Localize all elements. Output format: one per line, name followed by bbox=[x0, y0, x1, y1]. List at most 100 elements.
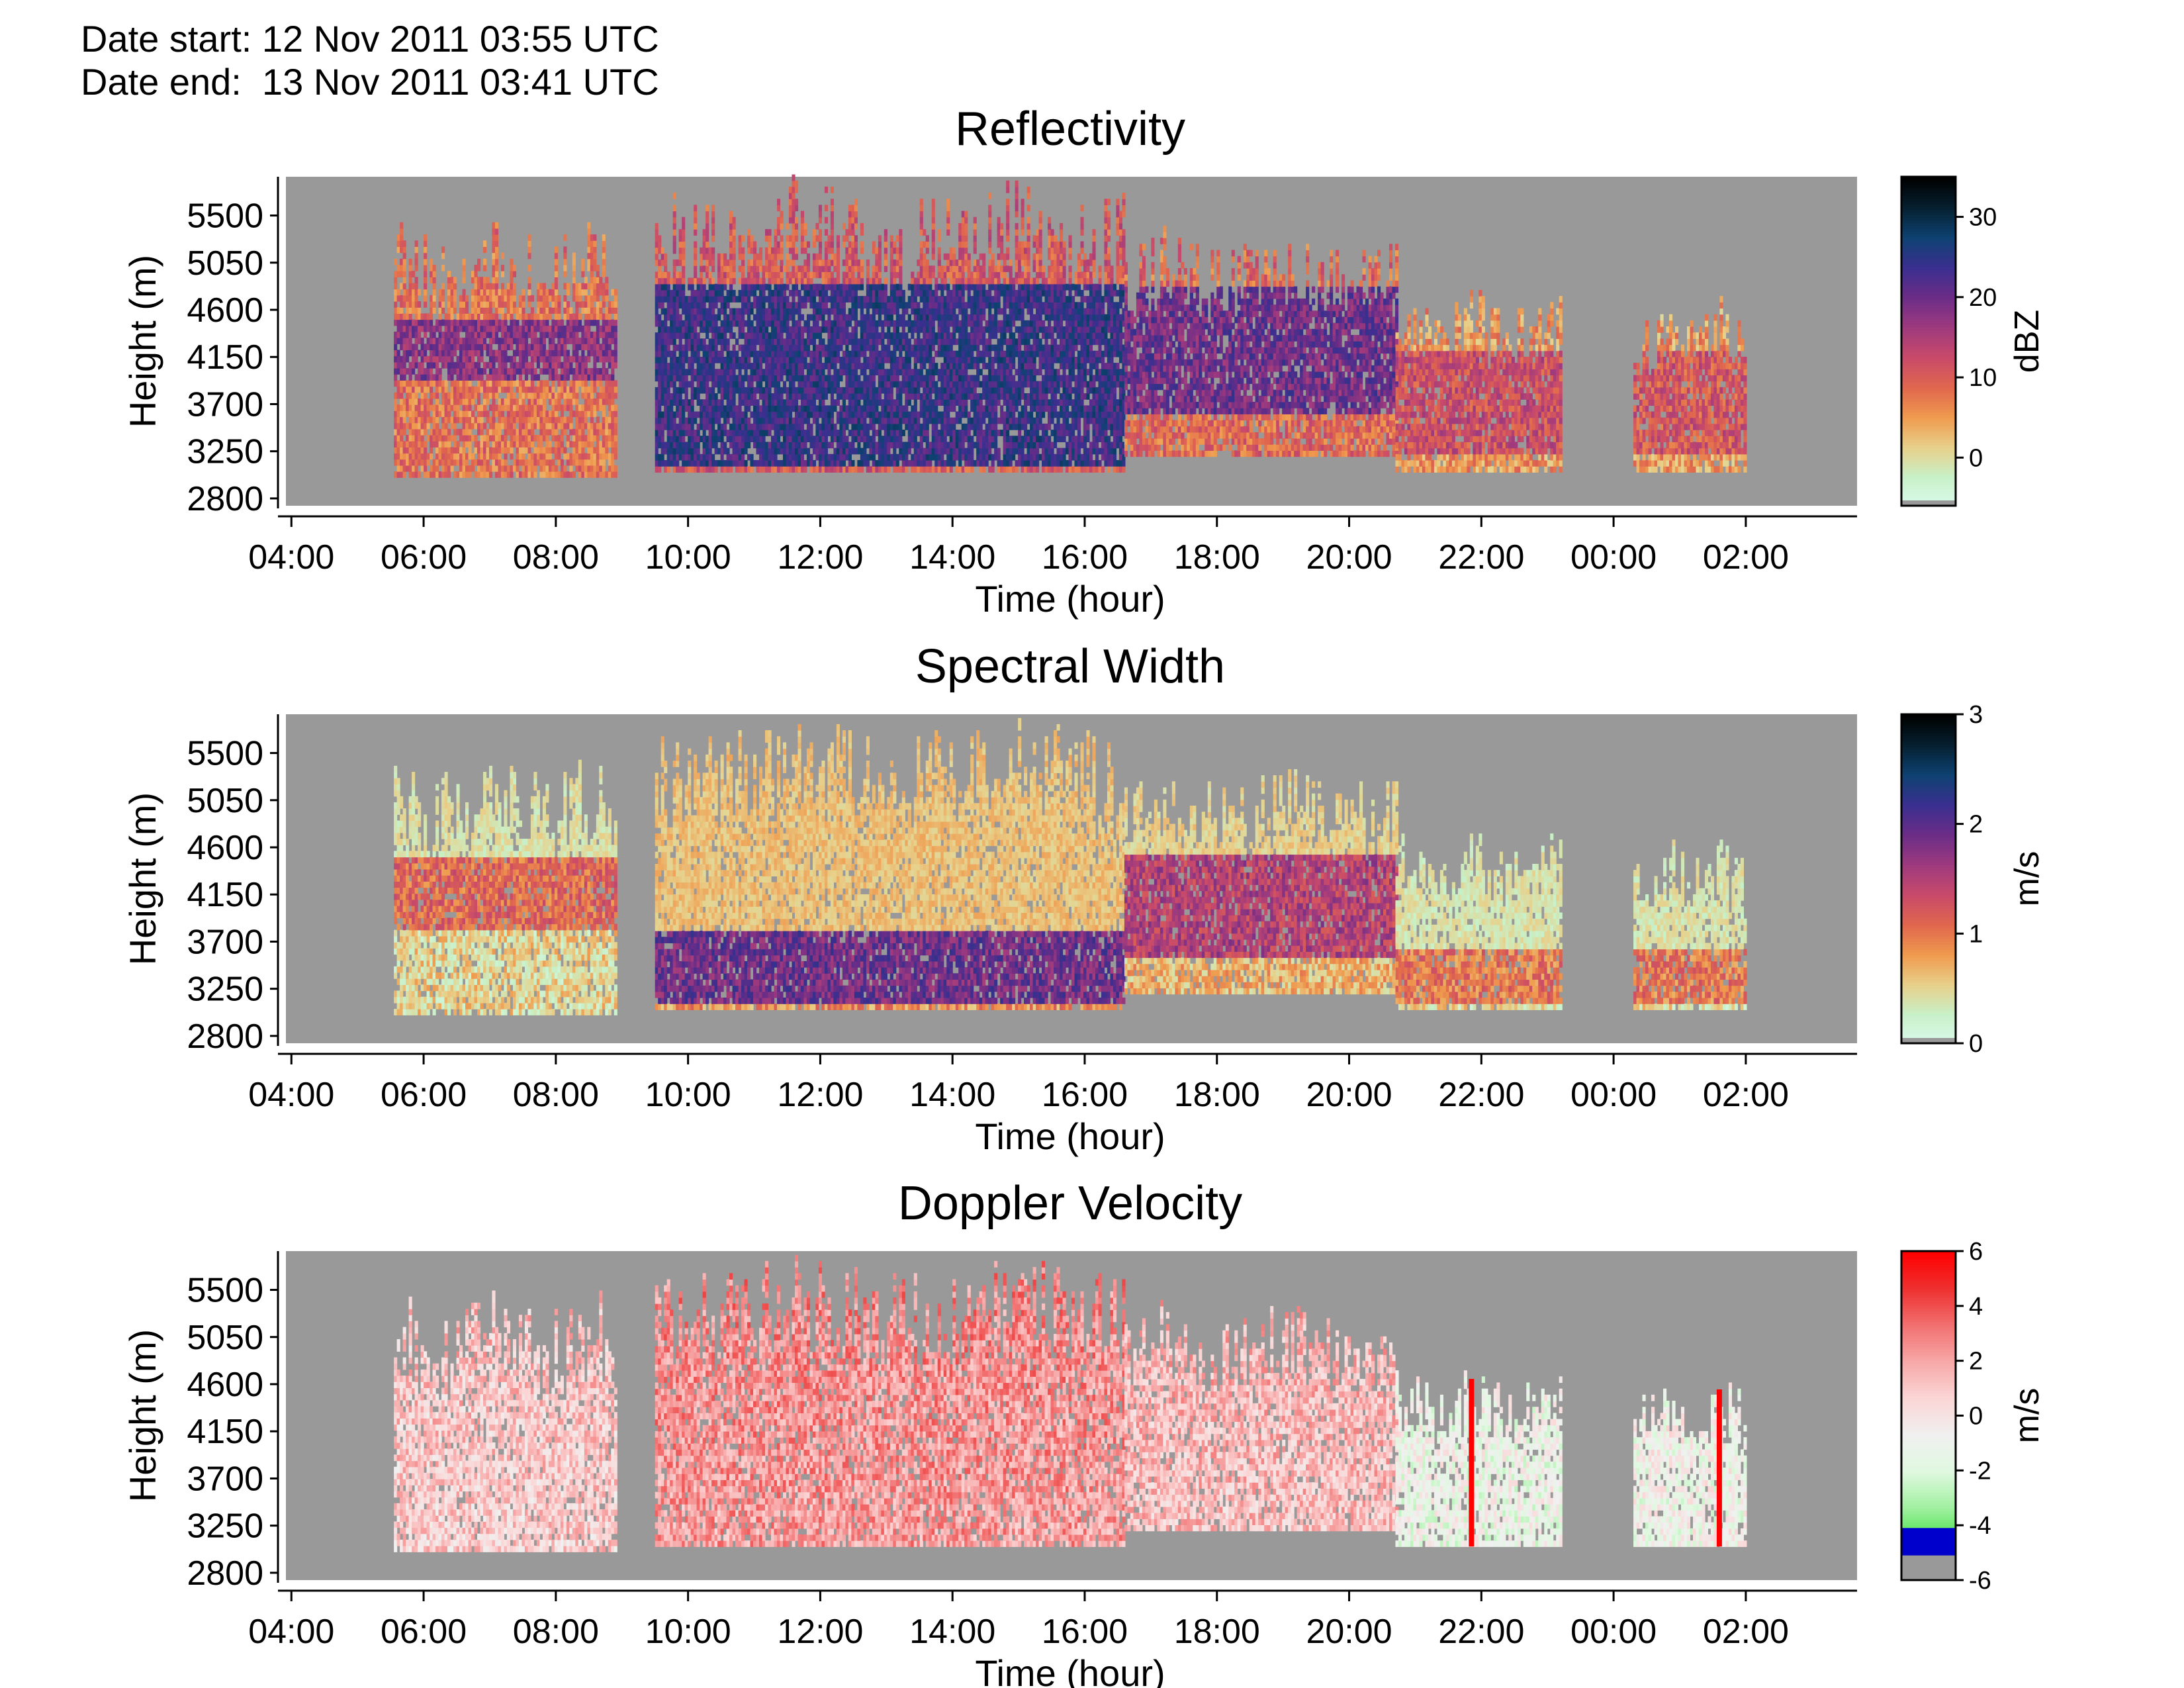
heatmap-cell bbox=[860, 338, 864, 346]
heatmap-cell bbox=[557, 422, 561, 430]
heatmap-cell bbox=[488, 435, 493, 442]
heatmap-cell bbox=[717, 253, 721, 260]
heatmap-cell bbox=[848, 253, 852, 260]
heatmap-cell bbox=[792, 338, 796, 346]
heatmap-cell bbox=[774, 229, 778, 236]
heatmap-cell bbox=[396, 404, 400, 411]
heatmap-cell bbox=[809, 356, 813, 363]
heatmap-cell bbox=[402, 380, 406, 387]
heatmap-cell bbox=[741, 356, 745, 363]
heatmap-cell bbox=[759, 405, 763, 412]
heatmap-cell bbox=[732, 417, 736, 424]
heatmap-cell bbox=[396, 264, 400, 271]
heatmap-cell bbox=[869, 466, 873, 473]
heatmap-cell bbox=[711, 289, 715, 297]
heatmap-cell bbox=[441, 386, 445, 393]
heatmap-cell bbox=[893, 241, 897, 248]
heatmap-cell bbox=[893, 363, 897, 369]
heatmap-cell bbox=[723, 369, 727, 376]
heatmap-cell bbox=[786, 387, 790, 394]
heatmap-cell bbox=[696, 369, 700, 376]
heatmap-cell bbox=[590, 246, 594, 254]
heatmap-cell bbox=[584, 398, 588, 405]
heatmap-cell bbox=[857, 320, 861, 327]
heatmap-cell bbox=[400, 453, 404, 460]
heatmap-cell bbox=[432, 350, 436, 357]
heatmap-cell bbox=[768, 387, 772, 394]
heatmap-cell bbox=[539, 301, 543, 308]
heatmap-cell bbox=[414, 307, 418, 314]
heatmap-cell bbox=[881, 381, 885, 388]
heatmap-cell bbox=[770, 381, 775, 388]
heatmap-cell bbox=[432, 344, 436, 351]
heatmap-cell bbox=[889, 302, 893, 309]
heatmap-cell bbox=[426, 325, 430, 332]
heatmap-cell bbox=[756, 423, 760, 430]
heatmap-cell bbox=[682, 344, 686, 352]
heatmap-cell bbox=[522, 368, 525, 375]
heatmap-cell bbox=[759, 430, 763, 436]
heatmap-cell bbox=[418, 338, 422, 344]
heatmap-cell bbox=[557, 392, 561, 399]
heatmap-cell bbox=[815, 253, 819, 260]
heatmap-cell bbox=[747, 466, 751, 473]
heatmap-cell bbox=[684, 344, 688, 352]
heatmap-cell bbox=[830, 430, 834, 436]
heatmap-cell bbox=[776, 265, 781, 273]
heatmap-cell bbox=[402, 283, 406, 290]
heatmap-cell bbox=[551, 398, 555, 405]
heatmap-cell bbox=[590, 459, 594, 466]
heatmap-cell bbox=[806, 253, 811, 260]
heatmap-cell bbox=[414, 350, 418, 357]
heatmap-cell bbox=[735, 453, 739, 461]
heatmap-cell bbox=[611, 355, 615, 363]
heatmap-cell bbox=[694, 229, 698, 236]
heatmap-cell bbox=[741, 296, 745, 303]
heatmap-cell bbox=[444, 386, 448, 393]
heatmap-cell bbox=[414, 374, 418, 381]
heatmap-cell bbox=[498, 435, 502, 442]
heatmap-cell bbox=[720, 326, 724, 333]
heatmap-cell bbox=[672, 417, 676, 424]
heatmap-cell bbox=[611, 380, 615, 387]
heatmap-cell bbox=[500, 264, 505, 271]
heatmap-cell bbox=[786, 235, 790, 242]
heatmap-cell bbox=[726, 314, 730, 321]
heatmap-cell bbox=[456, 374, 460, 381]
heatmap-cell bbox=[522, 392, 525, 399]
heatmap-cell bbox=[765, 442, 769, 449]
heatmap-cell bbox=[441, 465, 445, 472]
heatmap-cell bbox=[723, 326, 727, 333]
heatmap-cell bbox=[533, 422, 537, 430]
heatmap-cell bbox=[578, 410, 582, 418]
heatmap-cell bbox=[655, 302, 659, 309]
heatmap-cell bbox=[806, 326, 811, 333]
heatmap-cell bbox=[676, 405, 680, 412]
heatmap-cell bbox=[542, 435, 546, 442]
heatmap-cell bbox=[848, 338, 852, 346]
heatmap-cell bbox=[756, 265, 760, 273]
heatmap-cell bbox=[768, 447, 772, 455]
heatmap-cell bbox=[678, 381, 682, 388]
heatmap-cell bbox=[780, 241, 784, 248]
heatmap-cell bbox=[548, 392, 552, 399]
heatmap-cell bbox=[800, 442, 805, 449]
heatmap-cell bbox=[700, 381, 704, 388]
heatmap-cell bbox=[539, 295, 543, 302]
heatmap-cell bbox=[664, 265, 668, 273]
heatmap-cell bbox=[672, 271, 676, 279]
heatmap-cell bbox=[702, 296, 706, 303]
heatmap-cell bbox=[566, 386, 570, 393]
heatmap-cell bbox=[688, 459, 692, 467]
heatmap-cell bbox=[765, 423, 769, 430]
heatmap-cell bbox=[884, 229, 887, 236]
heatmap-cell bbox=[522, 295, 525, 302]
heatmap-cell bbox=[765, 375, 769, 382]
heatmap-cell bbox=[842, 459, 846, 467]
heatmap-cell bbox=[694, 271, 698, 279]
heatmap-cell bbox=[690, 387, 694, 394]
heatmap-cell bbox=[488, 374, 493, 381]
heatmap-cell bbox=[854, 320, 858, 327]
heatmap-cell bbox=[788, 393, 793, 400]
heatmap-cell bbox=[723, 423, 727, 430]
